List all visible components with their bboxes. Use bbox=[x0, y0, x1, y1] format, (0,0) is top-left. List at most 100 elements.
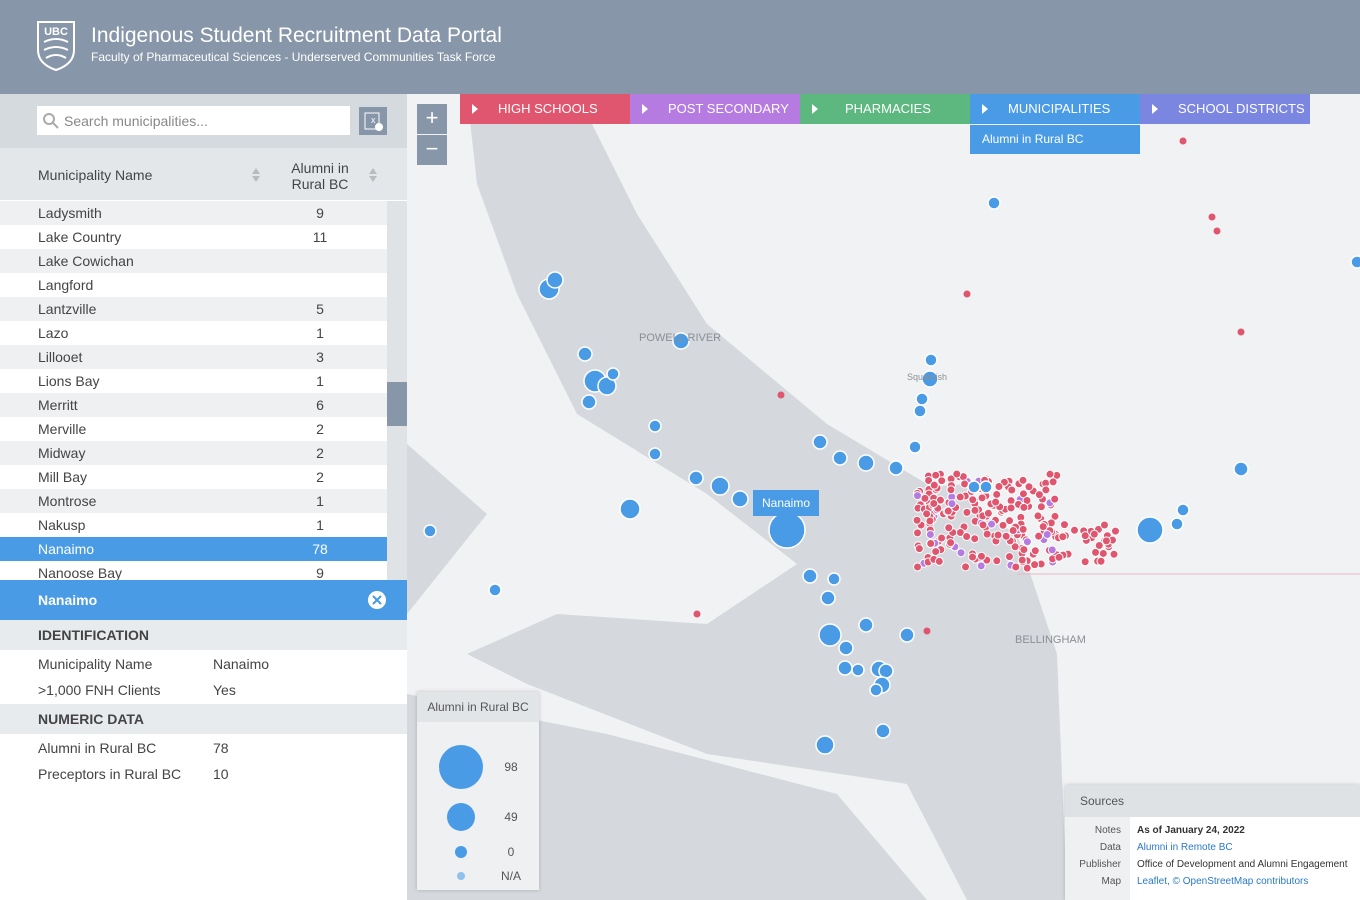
municipality-marker[interactable] bbox=[913, 404, 927, 418]
table-row[interactable]: Langford bbox=[0, 273, 387, 297]
municipality-marker[interactable] bbox=[838, 640, 854, 656]
municipality-marker[interactable] bbox=[1136, 516, 1164, 544]
map-tab[interactable]: PHARMACIES bbox=[800, 94, 970, 124]
table-row[interactable]: Nanaimo 78 bbox=[0, 537, 387, 561]
municipality-marker[interactable] bbox=[1350, 255, 1360, 269]
municipality-marker[interactable] bbox=[1170, 517, 1184, 531]
table-row[interactable]: Mill Bay 2 bbox=[0, 465, 387, 489]
school-marker bbox=[1101, 536, 1111, 546]
school-marker bbox=[1096, 556, 1106, 566]
column-header[interactable]: Alumni in Rural BC bbox=[291, 160, 349, 192]
municipality-marker[interactable] bbox=[815, 735, 835, 755]
municipality-name: Nanaimo bbox=[38, 541, 95, 557]
municipality-marker[interactable] bbox=[869, 683, 883, 697]
municipality-marker[interactable] bbox=[619, 498, 641, 520]
municipality-marker[interactable] bbox=[581, 394, 597, 410]
municipality-marker[interactable] bbox=[812, 434, 828, 450]
municipality-marker[interactable] bbox=[802, 568, 818, 584]
table-row[interactable]: Montrose 1 bbox=[0, 489, 387, 513]
municipality-marker[interactable] bbox=[858, 617, 874, 633]
municipality-marker[interactable] bbox=[768, 511, 806, 549]
table-row[interactable]: Ladysmith 9 bbox=[0, 201, 387, 225]
table-row[interactable]: Lazo 1 bbox=[0, 321, 387, 345]
municipality-marker[interactable] bbox=[820, 590, 836, 606]
municipality-marker[interactable] bbox=[1176, 503, 1190, 517]
export-button[interactable]: x bbox=[359, 107, 387, 135]
municipality-marker[interactable] bbox=[888, 460, 904, 476]
map-tab[interactable]: SCHOOL DISTRICTS bbox=[1140, 94, 1310, 124]
municipality-marker[interactable] bbox=[832, 450, 848, 466]
layer-dropdown[interactable]: Alumni in Rural BC bbox=[970, 125, 1140, 154]
municipality-marker[interactable] bbox=[921, 370, 939, 388]
scrollbar[interactable] bbox=[387, 201, 407, 580]
school-marker bbox=[1110, 526, 1120, 536]
municipality-marker[interactable] bbox=[731, 490, 749, 508]
table-row[interactable]: Lake Cowichan bbox=[0, 249, 387, 273]
table-row[interactable]: Lillooet 3 bbox=[0, 345, 387, 369]
municipality-marker[interactable] bbox=[967, 480, 981, 494]
table-row[interactable]: Merville 2 bbox=[0, 417, 387, 441]
table-row[interactable]: Lantzville 5 bbox=[0, 297, 387, 321]
table-row[interactable]: Lions Bay 1 bbox=[0, 369, 387, 393]
municipality-marker[interactable] bbox=[827, 572, 841, 586]
table-row[interactable]: Midway 2 bbox=[0, 441, 387, 465]
close-button[interactable] bbox=[367, 590, 387, 610]
municipality-marker[interactable] bbox=[851, 663, 865, 677]
municipality-name: Lake Cowichan bbox=[38, 253, 134, 269]
municipality-marker[interactable] bbox=[915, 392, 929, 406]
school-marker bbox=[920, 493, 930, 503]
school-marker bbox=[1050, 494, 1060, 504]
municipality-marker[interactable] bbox=[488, 583, 502, 597]
school-marker bbox=[1179, 137, 1187, 145]
map[interactable]: POWELL RIVER Squamish BELLINGHAM HIGH SCHO… bbox=[407, 94, 1360, 900]
municipality-marker[interactable] bbox=[672, 332, 690, 350]
municipality-marker[interactable] bbox=[837, 660, 853, 676]
municipality-marker[interactable] bbox=[979, 480, 993, 494]
municipality-marker[interactable] bbox=[648, 419, 662, 433]
municipality-marker[interactable] bbox=[987, 196, 1001, 210]
map-tab[interactable]: HIGH SCHOOLS bbox=[460, 94, 630, 124]
school-marker bbox=[924, 475, 934, 485]
municipality-marker[interactable] bbox=[546, 271, 564, 289]
scroll-thumb[interactable] bbox=[387, 382, 407, 426]
column-header[interactable]: Municipality Name bbox=[38, 167, 153, 183]
municipality-marker[interactable] bbox=[924, 353, 938, 367]
municipality-marker[interactable] bbox=[688, 470, 704, 486]
table-row[interactable]: Nakusp 1 bbox=[0, 513, 387, 537]
municipality-marker[interactable] bbox=[423, 524, 437, 538]
table-row[interactable]: Nanoose Bay 9 bbox=[0, 561, 387, 580]
municipality-marker[interactable] bbox=[648, 447, 662, 461]
municipality-marker[interactable] bbox=[857, 454, 875, 472]
sort-icon[interactable] bbox=[252, 168, 260, 182]
map-tab[interactable]: POST SECONDARY bbox=[630, 94, 800, 124]
municipality-marker[interactable] bbox=[710, 476, 730, 496]
municipality-marker[interactable] bbox=[878, 663, 894, 679]
municipality-marker[interactable] bbox=[899, 627, 915, 643]
sort-icon[interactable] bbox=[369, 168, 377, 182]
school-marker bbox=[1030, 560, 1040, 570]
school-marker bbox=[1098, 548, 1108, 558]
school-marker bbox=[1024, 482, 1034, 492]
zoom-out[interactable]: − bbox=[417, 135, 447, 165]
table-row[interactable]: Lake Country 11 bbox=[0, 225, 387, 249]
table-row[interactable]: Merritt 6 bbox=[0, 393, 387, 417]
field-label: Alumni in Rural BC bbox=[38, 740, 157, 756]
municipality-name: Nakusp bbox=[38, 517, 86, 533]
legend-symbol bbox=[455, 846, 467, 858]
legend-symbol bbox=[447, 803, 475, 831]
municipality-marker[interactable] bbox=[1233, 461, 1249, 477]
municipality-marker[interactable] bbox=[818, 623, 842, 647]
school-marker bbox=[1089, 529, 1099, 539]
municipality-marker[interactable] bbox=[875, 723, 891, 739]
school-marker bbox=[1005, 516, 1015, 526]
municipality-marker[interactable] bbox=[606, 367, 620, 381]
municipality-marker[interactable] bbox=[908, 440, 922, 454]
search-input[interactable]: Search municipalities... bbox=[37, 106, 350, 135]
municipality-marker[interactable] bbox=[577, 346, 593, 362]
legend-symbols: 98 49 0 N/A bbox=[439, 745, 521, 883]
school-marker bbox=[992, 489, 1002, 499]
alumni-count: 5 bbox=[316, 301, 324, 317]
zoom-in[interactable]: + bbox=[417, 104, 447, 134]
map-tab[interactable]: MUNICIPALITIES bbox=[970, 94, 1140, 124]
